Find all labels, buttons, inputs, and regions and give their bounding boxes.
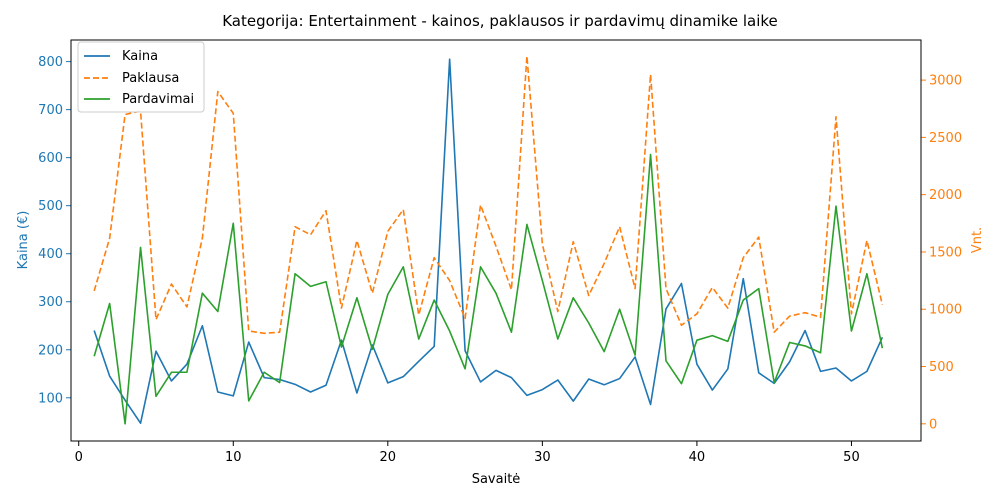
line-paklausa: [93, 55, 884, 335]
chart-title: Kategorija: Entertainment - kainos, pakl…: [222, 12, 778, 30]
y-right-tick-label: 1000: [929, 303, 962, 318]
x-tick-label: 10: [225, 450, 242, 465]
y-left-tick-label: 800: [38, 55, 63, 70]
legend-label-paklausa: Paklausa: [122, 71, 179, 86]
y-left-tick-label: 300: [38, 295, 63, 310]
legend-label-pardavimai: Pardavimai: [122, 92, 194, 107]
y-left-tick-label: 500: [38, 199, 63, 214]
y-left-tick-label: 700: [38, 103, 63, 118]
x-tick-label: 40: [689, 450, 706, 465]
x-tick-label: 30: [534, 450, 551, 465]
x-tick-label: 20: [380, 450, 397, 465]
plot-frame: [70, 39, 922, 442]
y-axis-label-left: Kaina (€): [16, 211, 31, 270]
plot-lines: [93, 55, 884, 425]
y-right-tick-label: 0: [929, 417, 937, 432]
line-pardavimai: [93, 153, 884, 425]
y-right-tick-label: 2000: [929, 188, 962, 203]
line-kaina: [93, 58, 884, 425]
grid-and-axes: 0 10 20 30 40 50 100 200 300 400 500 600 700 800 0 500 1…: [38, 55, 962, 465]
legend-box: [77, 41, 205, 113]
x-tick-label: 50: [843, 450, 860, 465]
y-left-tick-label: 100: [38, 391, 63, 406]
y-right-tick-label: 2500: [929, 131, 962, 146]
legend: Kaina Paklausa Pardavimai: [77, 41, 205, 113]
x-tick-label: 0: [75, 450, 83, 465]
y-left-tick-label: 200: [38, 343, 63, 358]
y-axis-label-right: Vnt.: [970, 227, 985, 253]
y-left-tick-label: 400: [38, 247, 63, 262]
y-right-tick-label: 3000: [929, 74, 962, 89]
y-right-tick-label: 1500: [929, 245, 962, 260]
y-right-tick-label: 500: [929, 360, 954, 375]
legend-label-kaina: Kaina: [122, 49, 158, 64]
x-axis-label: Savaitė: [472, 472, 521, 487]
y-left-tick-label: 600: [38, 151, 63, 166]
